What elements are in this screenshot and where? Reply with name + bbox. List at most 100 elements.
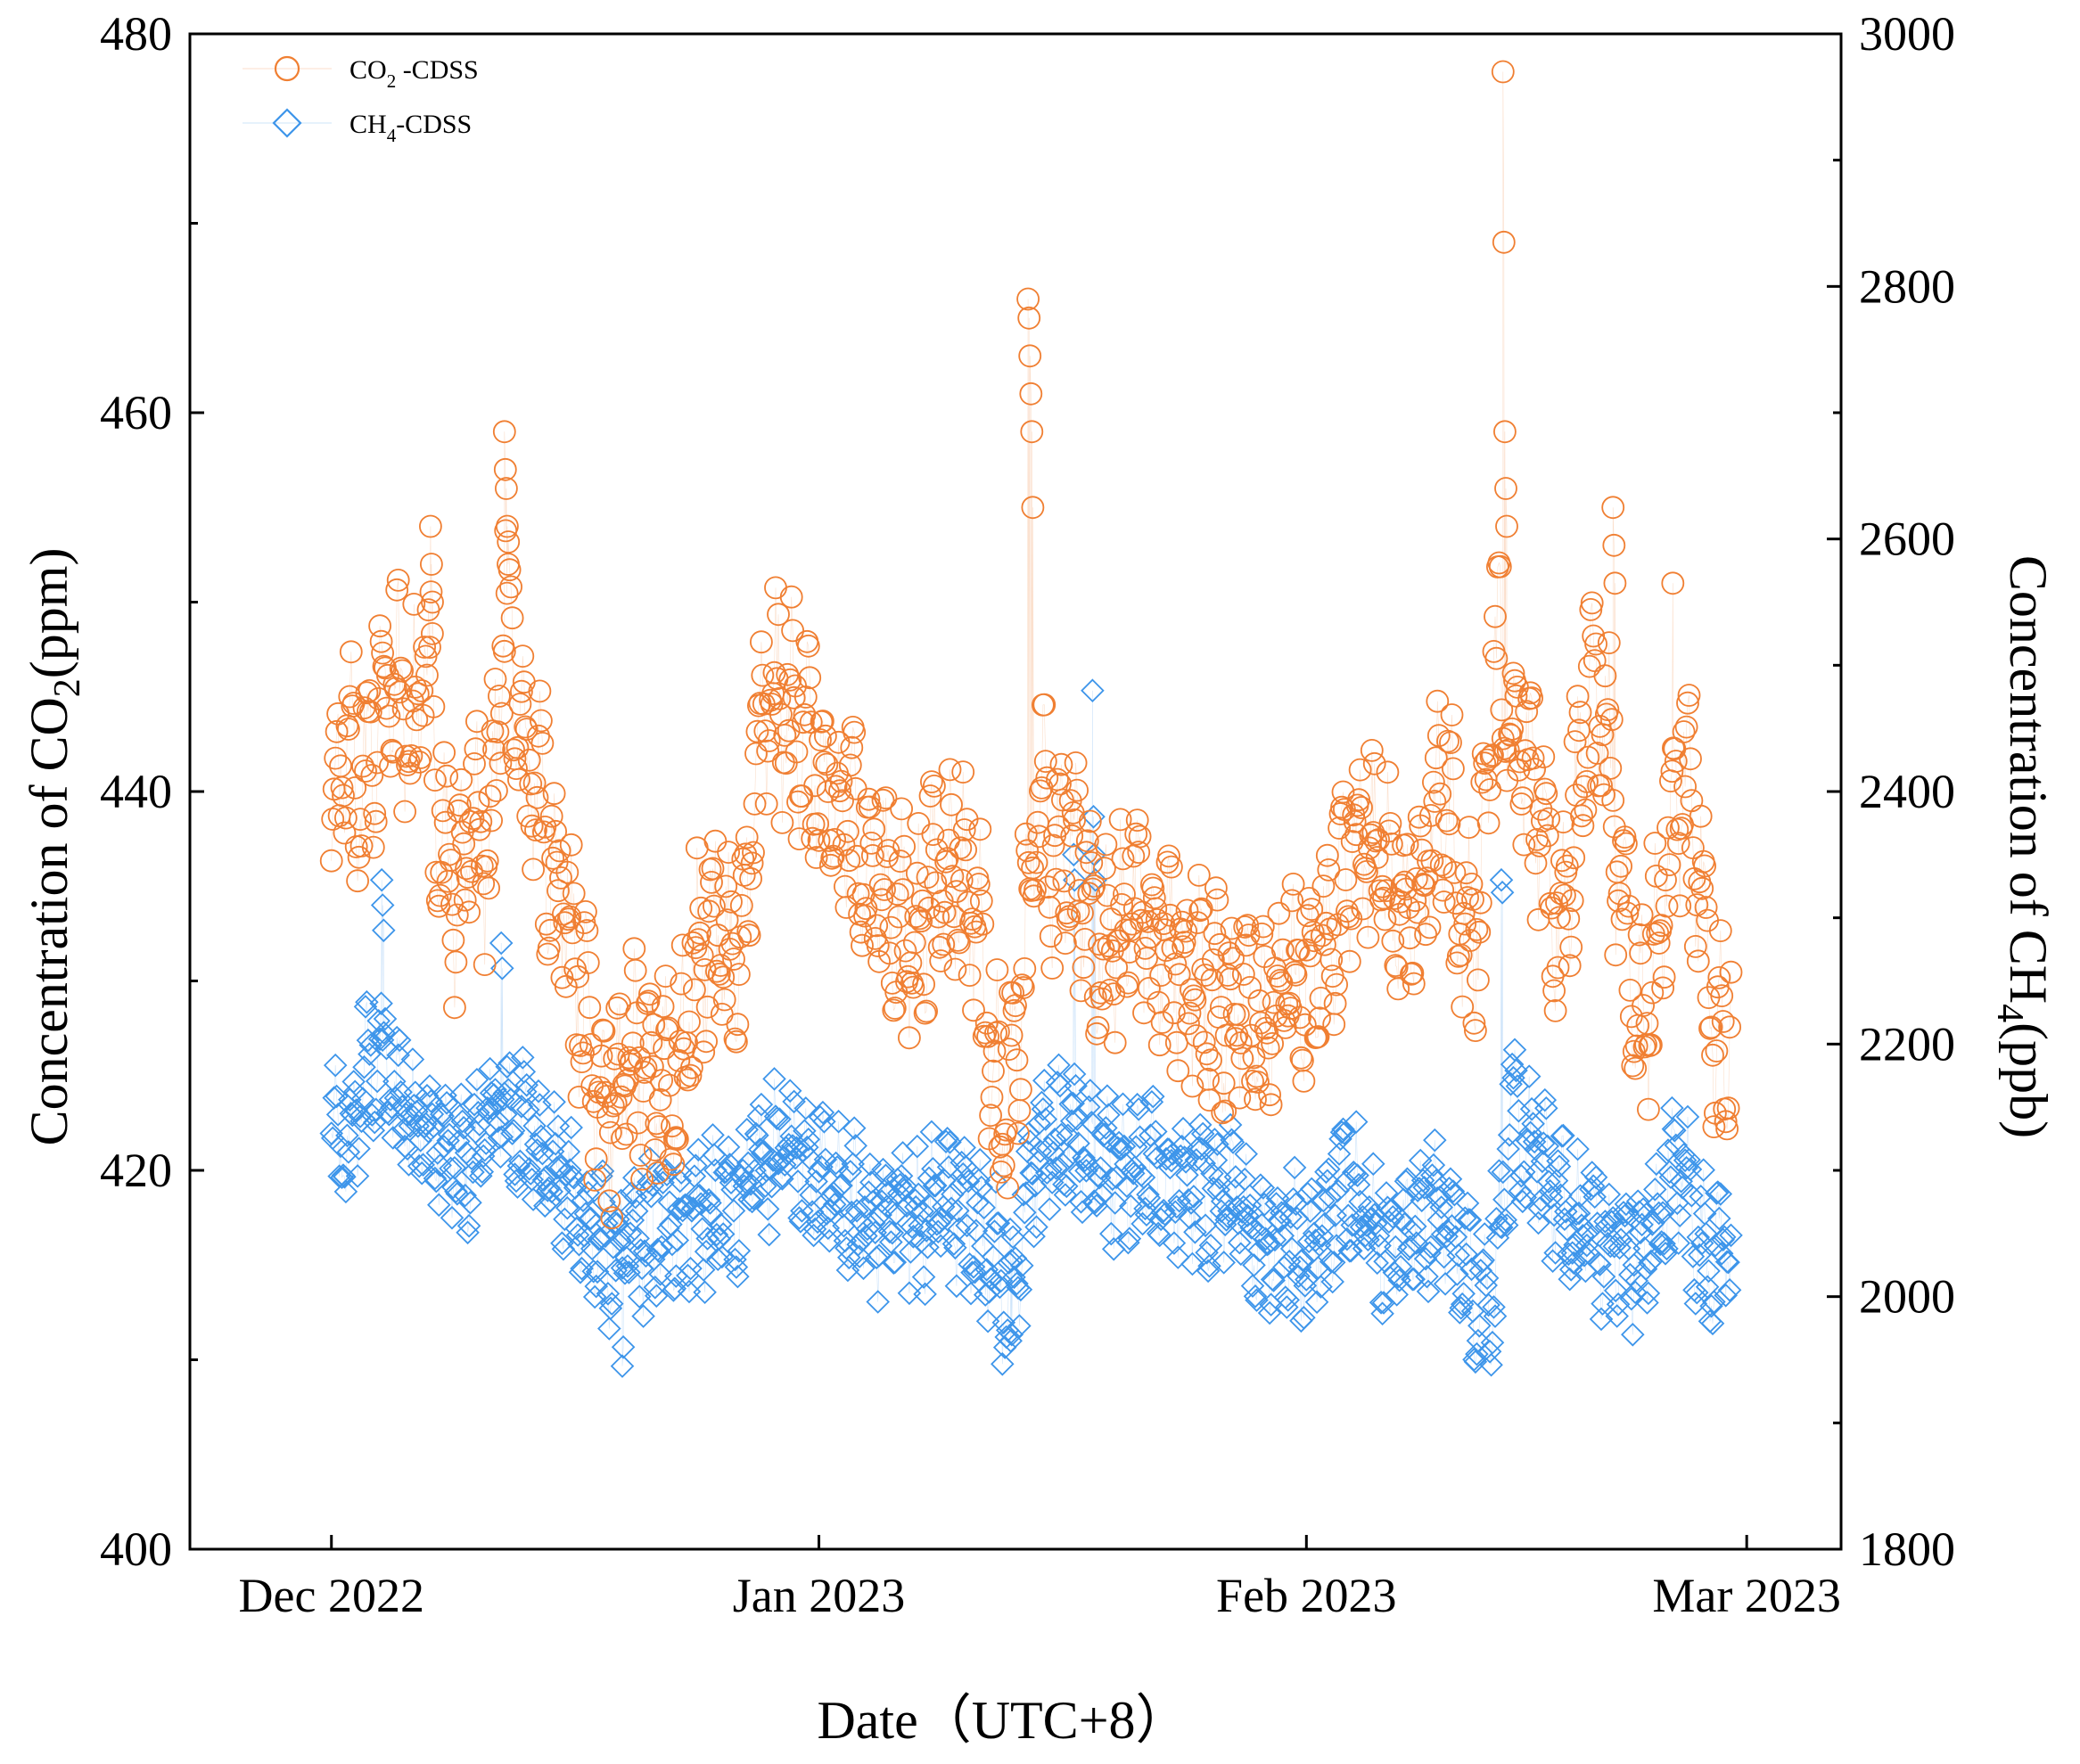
co2-point xyxy=(1566,685,1590,709)
co2-point xyxy=(719,890,743,914)
y-left-tick-label: 400 xyxy=(100,1522,172,1576)
co2-point xyxy=(1016,850,1040,874)
co2-point xyxy=(1593,664,1617,688)
co2-point xyxy=(1637,1097,1660,1121)
ch4-point xyxy=(645,1284,669,1309)
co2-point xyxy=(947,931,971,955)
ch4-point xyxy=(1493,1208,1517,1232)
co2-point xyxy=(776,662,800,686)
co2-point xyxy=(1495,514,1518,538)
co2-point xyxy=(1139,925,1163,949)
co2-point xyxy=(820,846,844,870)
ch4-point xyxy=(465,1068,489,1092)
ch4-point xyxy=(785,1169,810,1194)
co2-point xyxy=(938,758,962,782)
co2-point xyxy=(410,679,434,702)
co2-point xyxy=(648,1087,672,1112)
ch4-point xyxy=(394,1102,418,1127)
co2-point xyxy=(456,866,480,889)
co2-point xyxy=(418,514,442,538)
ch4-point xyxy=(1327,1142,1352,1166)
ch4-point xyxy=(1042,1127,1067,1152)
co2-point xyxy=(1457,816,1481,839)
co2-point xyxy=(917,896,941,920)
co2-point xyxy=(782,685,806,710)
co2-point xyxy=(1267,901,1291,925)
co2-point xyxy=(1558,954,1582,978)
ch4-point xyxy=(523,1132,548,1156)
ch4-point xyxy=(1385,1283,1409,1307)
co2-point xyxy=(1325,972,1348,997)
co2-point xyxy=(1651,976,1674,1000)
co2-point xyxy=(991,1153,1015,1177)
co2-point xyxy=(1716,1096,1740,1120)
co2-point xyxy=(514,715,538,739)
ch4-point xyxy=(556,1139,581,1164)
co2-point xyxy=(799,710,823,734)
co2-point xyxy=(349,808,373,831)
co2-point xyxy=(1184,1024,1208,1047)
co2-point xyxy=(1601,789,1625,812)
ch4-point xyxy=(1190,1121,1215,1146)
co2-point xyxy=(913,1001,937,1025)
ch4-point xyxy=(1304,1290,1329,1314)
co2-point xyxy=(1710,984,1734,1007)
co2-point xyxy=(466,791,490,815)
ch4-point xyxy=(768,1107,792,1131)
ch4-point xyxy=(565,1223,590,1247)
ch4-point xyxy=(496,1078,521,1102)
ch4-point xyxy=(1427,1185,1452,1210)
ch4-point xyxy=(1299,1177,1324,1202)
ch4-point xyxy=(936,1155,961,1179)
co2-point xyxy=(525,785,549,809)
co2-point xyxy=(1157,844,1180,868)
co2-point xyxy=(904,905,928,929)
co2-point xyxy=(361,835,385,859)
co2-point xyxy=(325,719,349,743)
co2-point xyxy=(449,767,473,792)
ch4-point xyxy=(1432,1244,1456,1269)
ch4-point xyxy=(905,1134,930,1159)
co2-point xyxy=(811,710,834,733)
co2-point xyxy=(597,1189,621,1213)
ch4-point xyxy=(1100,1167,1125,1192)
ch4-point xyxy=(1455,1191,1480,1216)
ch4-point xyxy=(597,1317,621,1341)
ch4-point xyxy=(1013,1201,1037,1225)
ch4-point xyxy=(1546,1149,1570,1173)
ch4-point xyxy=(378,1087,403,1112)
co2-point xyxy=(385,578,409,602)
ch4-point xyxy=(1663,1119,1687,1143)
ch4-point xyxy=(866,1290,890,1314)
ch4-point xyxy=(518,1161,543,1186)
ch4-point xyxy=(880,1220,905,1245)
ch4-point xyxy=(846,1232,870,1257)
co2-point xyxy=(845,844,868,868)
co2-point xyxy=(966,873,991,896)
ch4-point xyxy=(1489,867,1514,892)
ch4-point xyxy=(408,1128,432,1153)
co2-point xyxy=(1501,661,1525,685)
co2-point xyxy=(601,1094,625,1118)
ch4-point xyxy=(383,1086,408,1111)
co2-point xyxy=(1227,1003,1250,1027)
co2-point xyxy=(1309,987,1333,1010)
ch4-point xyxy=(406,1114,431,1138)
co2-point xyxy=(333,806,358,830)
ch4-point xyxy=(1619,1286,1644,1311)
ch4-point xyxy=(347,1136,371,1161)
co2-point xyxy=(728,925,752,949)
co2-point xyxy=(737,923,761,948)
co2-point xyxy=(905,861,929,885)
co2-point xyxy=(982,1059,1005,1083)
co2-point xyxy=(980,1086,1004,1109)
ch4-point xyxy=(1415,1264,1439,1289)
ch4-point xyxy=(1184,1148,1209,1172)
co2-point xyxy=(1553,883,1576,907)
ch4-point xyxy=(617,1260,641,1284)
co2-point xyxy=(1336,905,1361,929)
co2-point xyxy=(1473,751,1497,775)
ch4-point xyxy=(353,995,378,1019)
co2-point xyxy=(940,792,963,816)
co2-point xyxy=(1365,846,1389,869)
